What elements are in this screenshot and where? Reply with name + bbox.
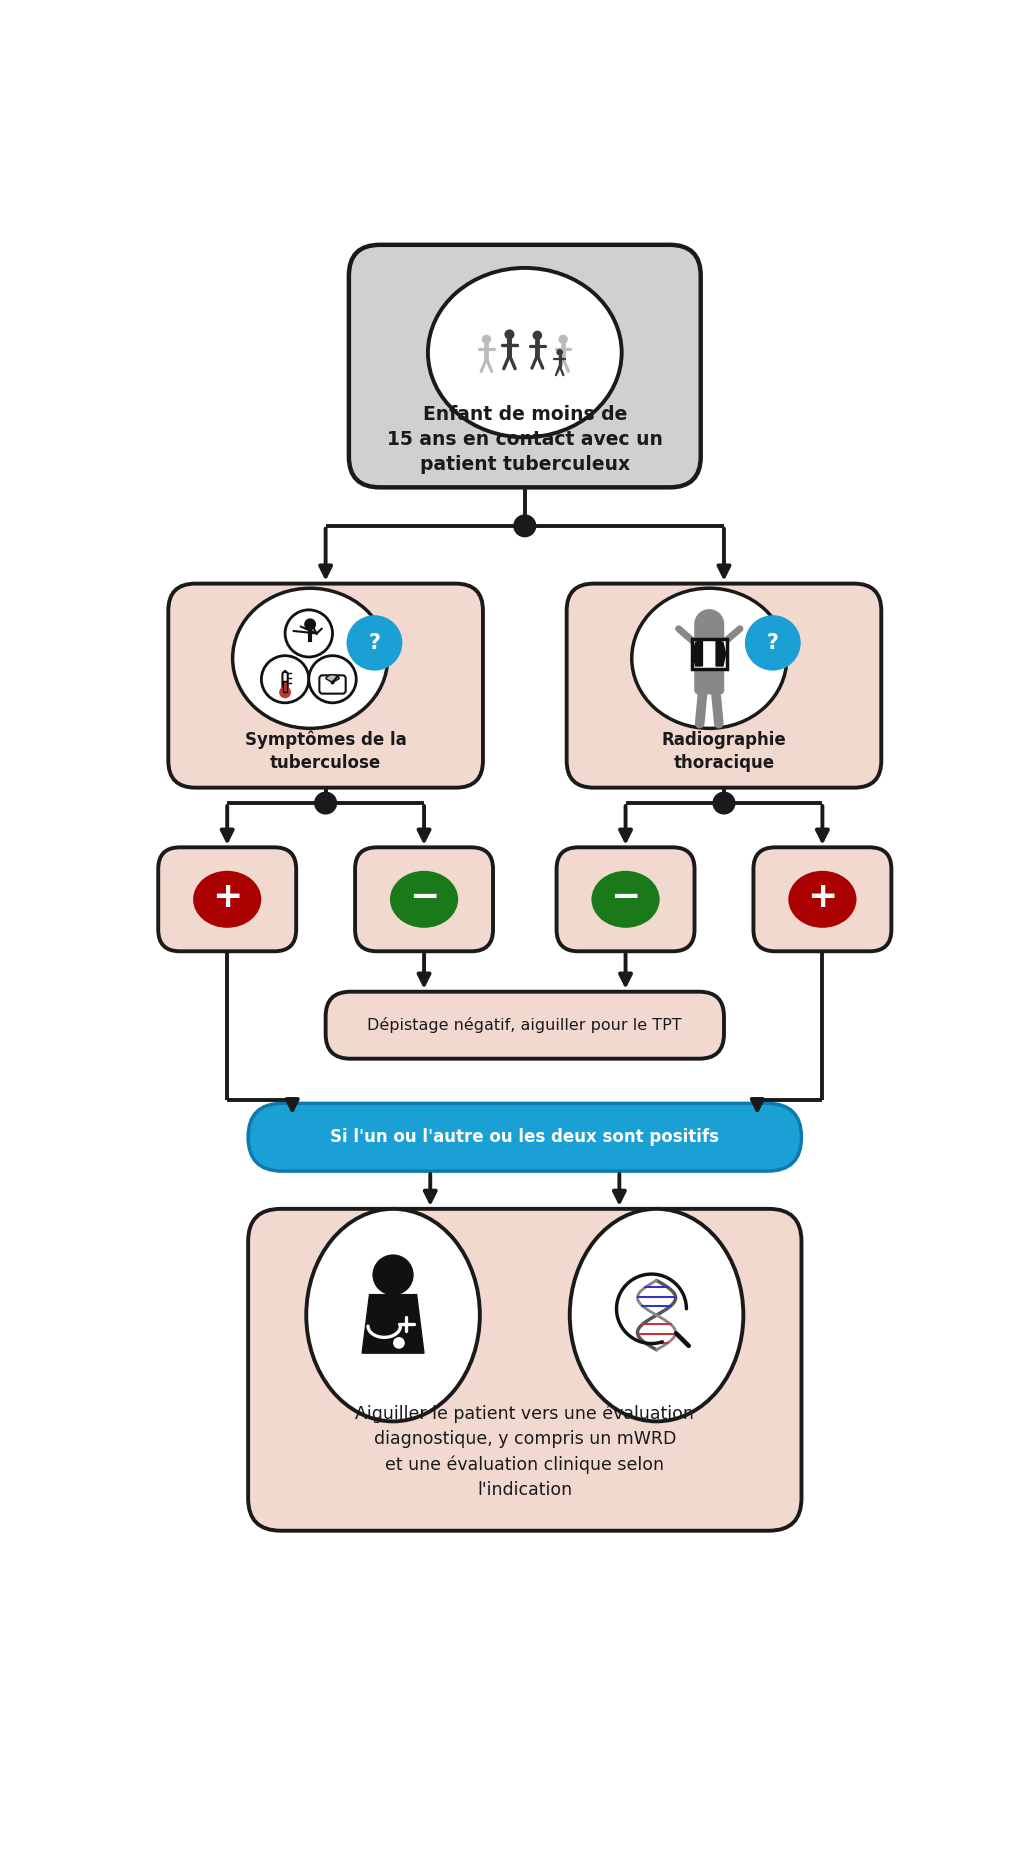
Text: Enfant de moins de
15 ans en contact avec un
patient tuberculeux: Enfant de moins de 15 ans en contact ave… (387, 406, 663, 475)
Ellipse shape (428, 269, 622, 438)
Ellipse shape (232, 588, 388, 729)
Circle shape (261, 656, 309, 703)
Circle shape (373, 1255, 414, 1296)
Circle shape (514, 515, 536, 536)
Ellipse shape (632, 588, 786, 729)
Ellipse shape (390, 871, 458, 927)
Circle shape (481, 336, 492, 345)
Circle shape (556, 349, 563, 356)
Circle shape (304, 619, 316, 630)
Text: Si l'un ou l'autre ou les deux sont positifs: Si l'un ou l'autre ou les deux sont posi… (331, 1129, 719, 1146)
FancyBboxPatch shape (168, 584, 483, 788)
Circle shape (713, 792, 735, 814)
Text: Radiographie
thoracique: Radiographie thoracique (662, 730, 786, 771)
Circle shape (314, 792, 337, 814)
Text: ?: ? (369, 632, 381, 653)
FancyBboxPatch shape (691, 640, 727, 669)
FancyBboxPatch shape (284, 680, 287, 692)
FancyBboxPatch shape (557, 847, 694, 951)
Circle shape (532, 330, 542, 339)
Text: +: + (807, 881, 838, 914)
Circle shape (694, 610, 724, 640)
Circle shape (505, 330, 514, 339)
Ellipse shape (592, 871, 659, 927)
Ellipse shape (788, 871, 856, 927)
Circle shape (744, 616, 801, 671)
Text: Dépistage négatif, aiguiller pour le TPT: Dépistage négatif, aiguiller pour le TPT (368, 1018, 682, 1033)
FancyBboxPatch shape (248, 1209, 802, 1531)
Text: −: − (610, 881, 641, 914)
Circle shape (309, 656, 356, 703)
FancyBboxPatch shape (319, 675, 346, 693)
FancyBboxPatch shape (694, 625, 724, 695)
Circle shape (280, 686, 291, 699)
Polygon shape (362, 1294, 424, 1353)
Ellipse shape (306, 1209, 480, 1422)
Circle shape (346, 616, 402, 671)
Ellipse shape (569, 1209, 743, 1422)
Text: +: + (212, 881, 243, 914)
FancyBboxPatch shape (566, 584, 882, 788)
Text: ?: ? (767, 632, 779, 653)
FancyBboxPatch shape (248, 1103, 802, 1172)
Text: Aiguiller le patient vers une évaluation
diagnostique, y compris un mWRD
et une : Aiguiller le patient vers une évaluation… (355, 1403, 694, 1498)
Text: Symptômes de la
tuberculose: Symptômes de la tuberculose (245, 730, 407, 771)
FancyBboxPatch shape (355, 847, 493, 951)
FancyBboxPatch shape (159, 847, 296, 951)
Polygon shape (693, 640, 702, 666)
FancyBboxPatch shape (283, 671, 288, 692)
Circle shape (285, 610, 333, 656)
Polygon shape (716, 640, 726, 666)
FancyBboxPatch shape (754, 847, 891, 951)
FancyBboxPatch shape (326, 992, 724, 1059)
Text: −: − (409, 881, 439, 914)
Circle shape (394, 1339, 404, 1348)
Circle shape (558, 336, 568, 345)
Circle shape (331, 680, 335, 684)
Ellipse shape (194, 871, 261, 927)
FancyBboxPatch shape (349, 245, 700, 488)
Wedge shape (326, 675, 339, 682)
